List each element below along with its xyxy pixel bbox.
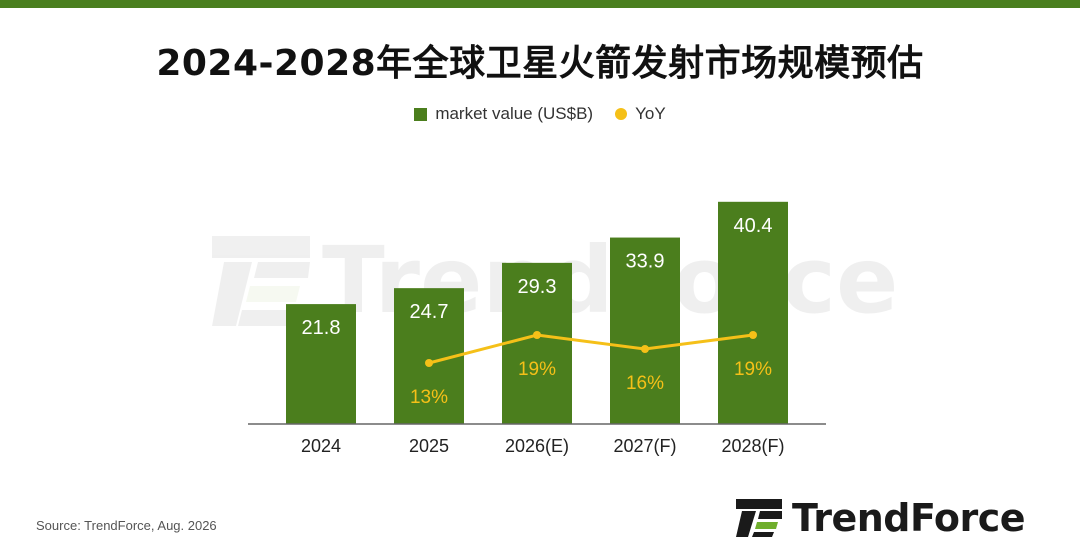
bar-2024 <box>286 304 356 424</box>
x-tick-label: 2025 <box>409 436 449 456</box>
x-tick-label: 2024 <box>301 436 341 456</box>
bar-value-label: 29.3 <box>518 276 557 298</box>
source-note: Source: TrendForce, Aug. 2026 <box>36 518 217 533</box>
yoy-point <box>425 359 433 367</box>
x-tick-label: 2028(F) <box>721 436 784 456</box>
legend-label-yoy: YoY <box>635 104 666 123</box>
watermark-icon <box>212 236 310 326</box>
chart-title: 2024-2028年全球卫星火箭发射市场规模预估 <box>156 43 924 84</box>
yoy-value-label: 19% <box>518 359 556 380</box>
trendforce-logo: TrendForce <box>736 490 1026 546</box>
yoy-point <box>749 331 757 339</box>
trendforce-logo-icon <box>736 499 782 537</box>
bar-2027(F) <box>610 237 680 424</box>
logo-wordmark: TrendForce <box>792 496 1026 540</box>
bars-group <box>286 201 788 424</box>
legend-item-yoy: YoY <box>615 104 666 124</box>
yoy-value-label: 16% <box>626 373 664 394</box>
yoy-point <box>533 331 541 339</box>
chart-legend: market value (US$B) YoY <box>0 104 1080 124</box>
bar-value-label: 21.8 <box>302 317 341 339</box>
yoy-value-label: 19% <box>734 359 772 380</box>
legend-dot-swatch <box>615 108 628 120</box>
bar-value-label: 33.9 <box>626 251 665 273</box>
bar-2026(E) <box>502 262 572 424</box>
axis-group: 2024 2025 2026(E) 2027(F) 2028(F) <box>248 423 826 456</box>
data-labels-group: 21.8 24.7 29.3 33.9 40.4 13% 19% 16% 19% <box>302 215 773 408</box>
x-tick-label: 2026(E) <box>505 436 569 456</box>
yoy-line <box>428 333 754 365</box>
bar-value-label: 40.4 <box>734 215 773 237</box>
bar-value-label: 24.7 <box>410 301 449 323</box>
yoy-line-group <box>425 331 757 367</box>
legend-label-market-value: market value (US$B) <box>435 104 594 123</box>
yoy-value-label: 13% <box>410 387 448 408</box>
legend-bar-swatch <box>414 107 428 121</box>
legend-item-market-value: market value (US$B) <box>414 104 593 124</box>
top-accent-bar <box>0 0 1080 8</box>
yoy-point <box>641 345 649 353</box>
bar-2028(F) <box>718 201 788 424</box>
x-tick-label: 2027(F) <box>613 436 676 456</box>
